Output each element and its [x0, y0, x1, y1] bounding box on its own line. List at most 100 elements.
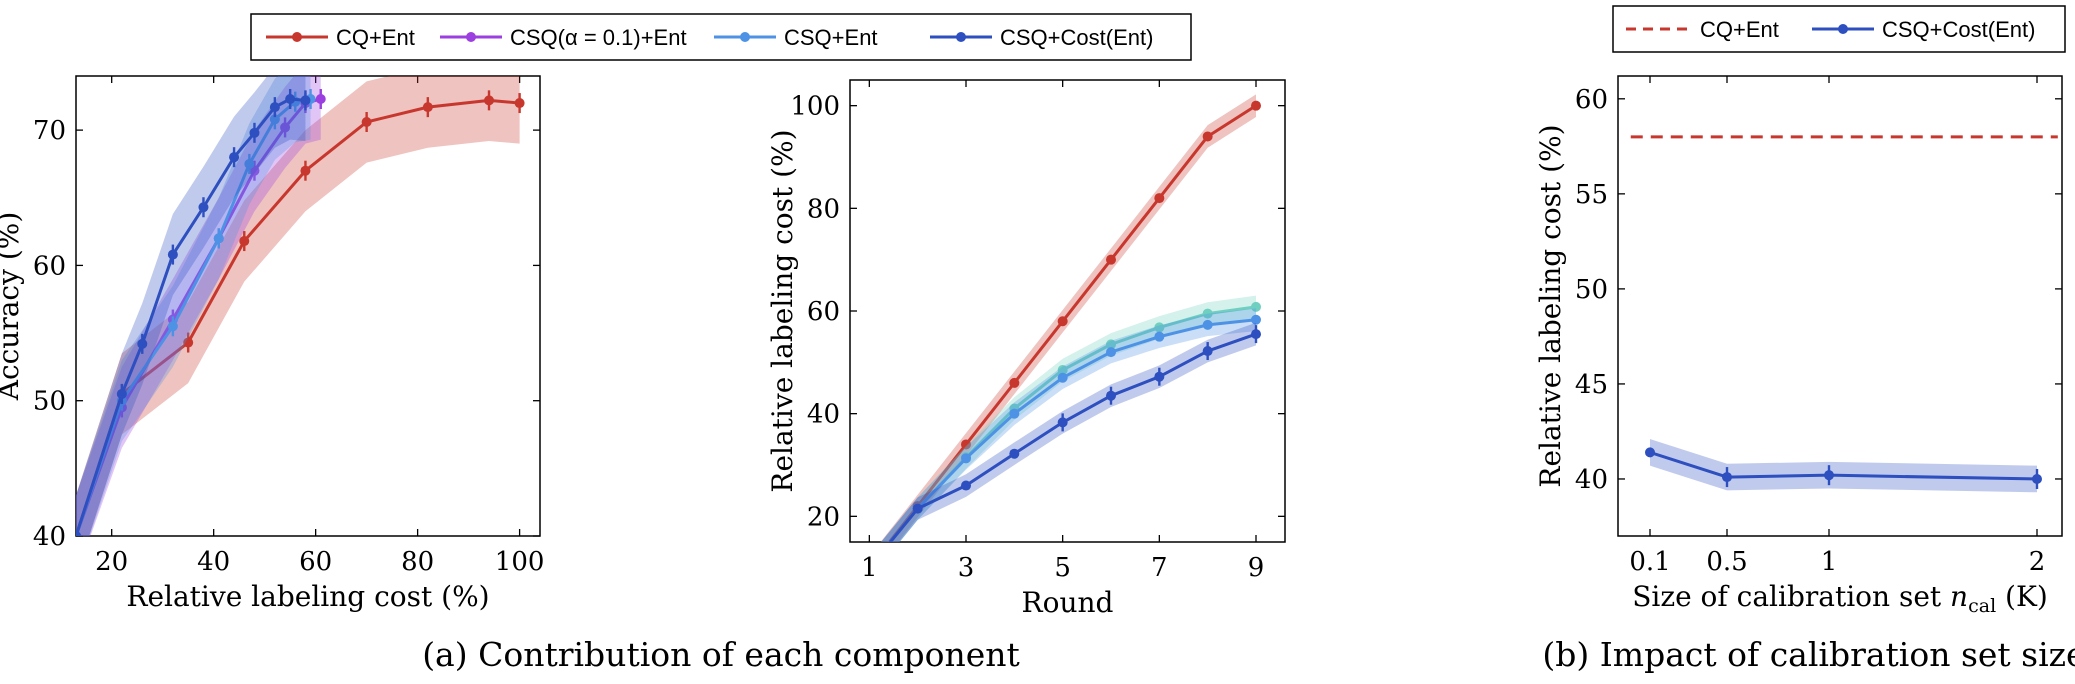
- series-point: [137, 338, 148, 349]
- y-tick-label: 45: [1575, 370, 1608, 400]
- x-tick-label: 40: [197, 547, 230, 577]
- series-point: [961, 480, 971, 491]
- y-tick-label: 40: [807, 400, 840, 430]
- legend-a-marker-4: [956, 32, 966, 42]
- x-axis-label-part: Size of calibration set: [1632, 580, 1950, 613]
- series-point: [1202, 319, 1213, 330]
- legend-a-label-1: CQ+Ent: [336, 25, 415, 50]
- y-tick-label: 60: [1575, 85, 1608, 115]
- x-tick-label: 80: [401, 547, 434, 577]
- series-1: [1645, 439, 2042, 493]
- y-tick-label: 50: [33, 387, 66, 417]
- series-point: [1202, 131, 1213, 142]
- legend-a-marker-3: [740, 32, 750, 42]
- legend-a-marker-1: [292, 32, 302, 42]
- x-axis-label-part: (K): [1996, 580, 2048, 613]
- series-point: [961, 439, 971, 450]
- series-point: [1202, 308, 1213, 319]
- plot-frame: [1617, 75, 2063, 537]
- series-band: [76, 76, 321, 536]
- series-point: [1154, 322, 1165, 333]
- x-axis-label: Relative labeling cost (%): [126, 580, 489, 613]
- x-tick-label: 0.5: [1706, 547, 1747, 577]
- y-tick-label: 40: [33, 522, 66, 552]
- series-point: [1154, 331, 1165, 342]
- series-0: [76, 76, 525, 536]
- series-point: [514, 98, 525, 109]
- series-point: [239, 236, 250, 247]
- series-point: [1251, 329, 1261, 340]
- y-tick-label: 80: [807, 194, 840, 224]
- y-tick-label: 100: [790, 92, 840, 122]
- series-point: [116, 388, 127, 399]
- x-tick-label: 20: [95, 547, 128, 577]
- x-axis-label: Size of calibration set ncal (K): [1632, 580, 2048, 617]
- series-point: [229, 152, 240, 163]
- caption-a: (a) Contribution of each component: [422, 635, 1020, 674]
- series-point: [285, 94, 296, 104]
- x-tick-label: 2: [2029, 547, 2046, 577]
- series-point: [1202, 346, 1213, 357]
- x-tick-label: 7: [1151, 553, 1168, 583]
- series-band: [76, 76, 311, 536]
- x-axis-label-part: n: [1950, 580, 1968, 613]
- legend-a-item: CSQ(α = 0.1)+Ent: [440, 25, 687, 50]
- cost-vs-round-chart: 20 40 60 80 100 1 3 5 7 9 Round Relative labeling c…: [766, 79, 1286, 619]
- legend-a: CQ+Ent CSQ(α = 0.1)+Ent CSQ+Ent CSQ+Cost…: [250, 13, 1192, 61]
- series-point: [1009, 448, 1020, 459]
- x-tick-label: 3: [958, 553, 975, 583]
- series-point: [1154, 371, 1165, 382]
- series-point: [2032, 473, 2042, 484]
- series-band: [76, 76, 306, 536]
- series-point: [183, 337, 194, 348]
- series-point: [1251, 301, 1261, 312]
- series-band: [880, 94, 1256, 542]
- series-point: [269, 102, 280, 113]
- x-axis-label-part: cal: [1968, 595, 1996, 617]
- series-band: [76, 76, 520, 536]
- plot-area: [880, 94, 1261, 542]
- series-point: [484, 95, 495, 106]
- y-tick-label: 20: [807, 502, 840, 532]
- plot-area: [1630, 135, 2058, 493]
- series-3: [76, 76, 311, 536]
- series-2: [881, 308, 1261, 542]
- series-band: [881, 308, 1256, 542]
- series-point: [1154, 193, 1165, 204]
- series-point: [167, 321, 178, 332]
- legend-a-item: CSQ+Cost(Ent): [930, 25, 1153, 50]
- caption-b: (b) Impact of calibration set size: [1542, 635, 2075, 674]
- series-point: [280, 122, 291, 133]
- series-point: [422, 102, 433, 113]
- series-point: [1057, 372, 1068, 383]
- series-point: [167, 249, 178, 260]
- y-axis-label: Relative labeling cost (%): [766, 129, 799, 492]
- legend-a-item: CQ+Ent: [266, 25, 415, 50]
- series-point: [269, 114, 280, 125]
- legend-b-label-1: CQ+Ent: [1700, 17, 1779, 42]
- series-point: [1251, 314, 1261, 325]
- series-point: [1251, 100, 1261, 111]
- series-point: [1009, 377, 1020, 388]
- series-point: [1645, 447, 1655, 458]
- series-point: [912, 503, 923, 514]
- series-point: [961, 453, 971, 464]
- x-tick-label: 100: [495, 547, 545, 577]
- series-point: [1057, 316, 1068, 327]
- series-point: [1009, 408, 1020, 419]
- x-axis-label: Round: [1022, 586, 1114, 619]
- series-point: [300, 165, 311, 176]
- series-point: [1106, 347, 1116, 358]
- legend-a-marker-2: [466, 32, 476, 42]
- series-point: [244, 158, 255, 169]
- legend-a-label-4: CSQ+Cost(Ent): [1000, 25, 1153, 50]
- x-tick-label: 0.1: [1629, 547, 1670, 577]
- series-band: [881, 295, 1256, 542]
- x-tick-label: 9: [1248, 553, 1265, 583]
- legend-a-label-3: CSQ+Ent: [784, 25, 878, 50]
- plot-frame: [75, 75, 541, 537]
- legend-b-marker-2: [1838, 24, 1848, 34]
- series-point: [76, 531, 81, 536]
